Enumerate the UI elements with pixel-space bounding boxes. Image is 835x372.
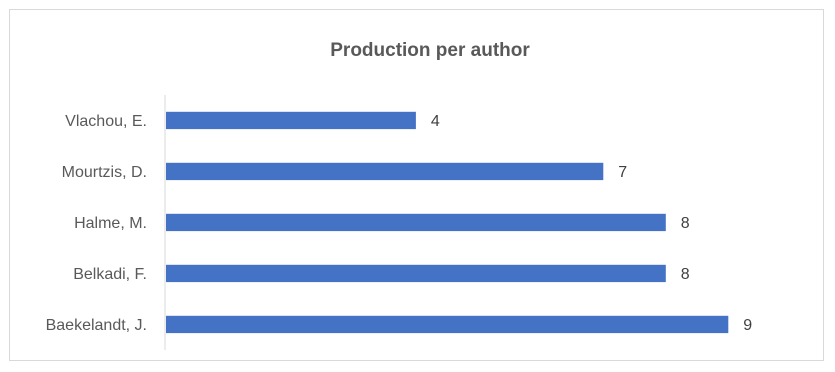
bars-group: Baekelandt, J. 9 Belkadi, F. 8 Halme, M. 8 Mou…	[46, 111, 752, 334]
data-label-3: 8	[681, 215, 690, 232]
bar-1	[166, 315, 729, 334]
chart-title: Production per author	[330, 40, 530, 61]
bar-4	[166, 162, 604, 181]
category-label-2: Belkadi, F.	[73, 266, 147, 283]
bar-2	[166, 264, 666, 283]
data-label-2: 8	[681, 266, 690, 283]
category-label-1: Baekelandt, J.	[46, 317, 147, 334]
category-label-3: Halme, M.	[74, 215, 147, 232]
data-label-5: 4	[431, 113, 440, 130]
bar-5	[166, 111, 416, 130]
chart-frame	[9, 9, 824, 361]
data-label-1: 9	[743, 317, 752, 334]
bar-3	[166, 213, 666, 232]
category-label-5: Vlachou, E.	[65, 113, 147, 130]
category-label-4: Mourtzis, D.	[62, 164, 147, 181]
data-label-4: 7	[618, 164, 627, 181]
